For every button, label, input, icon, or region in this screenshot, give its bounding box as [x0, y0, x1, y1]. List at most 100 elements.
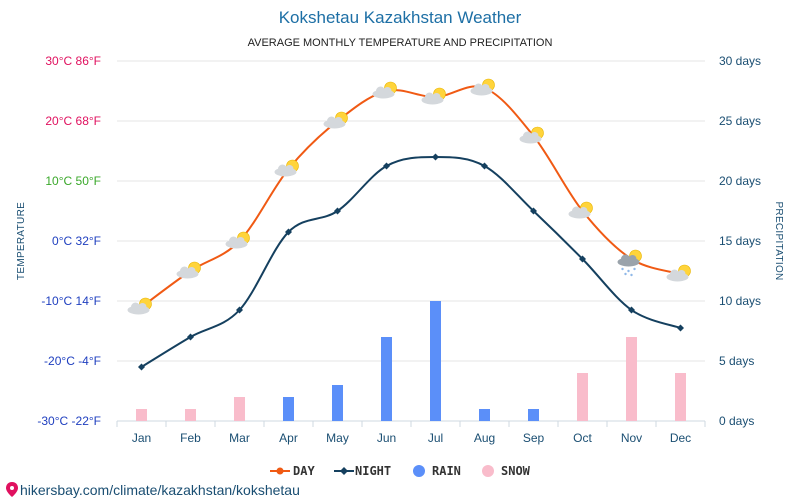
right-tick-label: 20 days: [719, 174, 761, 188]
night-point[interactable]: [530, 207, 537, 215]
cloud-shape: [579, 207, 588, 215]
cloud-shape: [432, 93, 441, 101]
legend-day[interactable]: DAY: [270, 464, 315, 478]
cloud-shape: [229, 236, 238, 246]
left-tick-label: -20°C -4°F: [44, 354, 101, 368]
cloud-shape: [628, 255, 637, 263]
cloud-shape: [621, 254, 630, 264]
cloud-sun-icon: [323, 111, 348, 129]
left-tick-label: -30°C -22°F: [37, 414, 101, 428]
cloud-shape: [523, 131, 532, 141]
night-point[interactable]: [138, 363, 145, 371]
night-point[interactable]: [481, 162, 488, 170]
right-tick-label: 30 days: [719, 54, 761, 68]
right-tick-label: 5 days: [719, 354, 754, 368]
snow-bar[interactable]: [577, 373, 588, 421]
snowflake-shape: [624, 272, 627, 276]
right-axis-title: PRECIPITATION: [773, 201, 784, 280]
left-tick-label: 10°C 50°F: [45, 174, 101, 188]
left-tick-label: 20°C 68°F: [45, 114, 101, 128]
chart-title: Kokshetau Kazakhstan Weather: [279, 8, 522, 27]
cloud-shape: [481, 84, 490, 92]
rain-bar[interactable]: [479, 409, 490, 421]
night-point[interactable]: [236, 306, 243, 314]
rain-bar[interactable]: [381, 337, 392, 421]
cloud-sun-snow-icon: [617, 249, 642, 277]
cloud-sun-icon: [176, 261, 201, 279]
x-tick-label: Dec: [670, 431, 691, 445]
left-tick-label: 30°C 86°F: [45, 54, 101, 68]
night-point[interactable]: [285, 228, 292, 236]
snow-bar[interactable]: [185, 409, 196, 421]
right-tick-label: 25 days: [719, 114, 761, 128]
right-tick-label: 0 days: [719, 414, 754, 428]
x-tick-label: May: [326, 431, 349, 445]
x-axis-ticks: Jan Feb Mar Apr May Jun Jul Aug Sep Oct Nov Dec: [132, 431, 691, 445]
x-tick-label: Jul: [428, 431, 443, 445]
snowflake-shape: [621, 267, 624, 271]
night-point[interactable]: [677, 324, 684, 332]
night-point[interactable]: [334, 207, 341, 215]
legend-rain[interactable]: RAIN: [413, 464, 461, 478]
left-axis-title: TEMPERATURE: [16, 202, 27, 280]
x-tick-label: Feb: [180, 431, 201, 445]
cloud-sun-icon: [568, 201, 593, 219]
night-point[interactable]: [383, 162, 390, 170]
cloud-shape: [677, 270, 686, 278]
cloud-shape: [285, 165, 294, 173]
map-pin-icon: [6, 482, 18, 497]
right-axis-ticks: 30 days 25 days 20 days 15 days 10 days 5 day…: [719, 54, 761, 428]
cloud-sun-icon: [666, 264, 691, 282]
x-tick-label: Jun: [377, 431, 396, 445]
snow-bar[interactable]: [234, 397, 245, 421]
day-temperature-line: [140, 85, 681, 308]
rain-bar[interactable]: [430, 301, 441, 421]
cloud-shape: [278, 164, 287, 174]
weather-icons: [127, 78, 691, 315]
legend-rain-label: RAIN: [432, 464, 461, 478]
cloud-shape: [327, 116, 336, 126]
legend-night[interactable]: NIGHT: [334, 464, 391, 478]
right-tick-label: 15 days: [719, 234, 761, 248]
temperature-lines: [138, 85, 684, 371]
cloud-sun-icon: [372, 81, 397, 99]
source-url: hikersbay.com/climate/kazakhstan/kokshet…: [20, 482, 300, 498]
cloud-shape: [425, 92, 434, 102]
cloud-shape: [236, 237, 245, 245]
snow-bar[interactable]: [675, 373, 686, 421]
x-tick-label: Sep: [523, 431, 545, 445]
snowflake-shape: [630, 273, 633, 277]
legend-snow[interactable]: SNOW: [482, 464, 531, 478]
legend-snow-label: SNOW: [501, 464, 531, 478]
cloud-shape: [180, 266, 189, 276]
night-point[interactable]: [579, 255, 586, 263]
night-point[interactable]: [432, 153, 439, 161]
left-axis-ticks: 30°C 86°F 20°C 68°F 10°C 50°F 0°C 32°F -10°C…: [37, 54, 101, 428]
night-point[interactable]: [628, 306, 635, 314]
rain-bar[interactable]: [332, 385, 343, 421]
cloud-shape: [334, 117, 343, 125]
rain-bar[interactable]: [528, 409, 539, 421]
cloud-sun-icon: [519, 126, 544, 144]
night-point[interactable]: [187, 333, 194, 341]
precipitation-bars: [136, 301, 686, 421]
cloud-shape: [670, 269, 679, 279]
source-link[interactable]: hikersbay.com/climate/kazakhstan/kokshet…: [6, 482, 300, 498]
cloud-shape: [474, 83, 483, 93]
cloud-sun-icon: [127, 297, 152, 315]
x-tick-label: Jan: [132, 431, 151, 445]
snowflake-shape: [633, 267, 636, 271]
cloud-sun-icon: [421, 87, 446, 105]
cloud-sun-icon: [274, 159, 299, 177]
legend-night-label: NIGHT: [355, 464, 391, 478]
x-tick-label: Nov: [621, 431, 642, 445]
x-tick-label: Oct: [573, 431, 592, 445]
cloud-shape: [383, 87, 392, 95]
cloud-sun-icon: [470, 78, 495, 96]
rain-bar[interactable]: [283, 397, 294, 421]
snow-bar[interactable]: [136, 409, 147, 421]
snow-bar[interactable]: [626, 337, 637, 421]
grid-lines: [116, 60, 706, 427]
left-tick-label: -10°C 14°F: [41, 294, 101, 308]
cloud-shape: [376, 86, 385, 96]
